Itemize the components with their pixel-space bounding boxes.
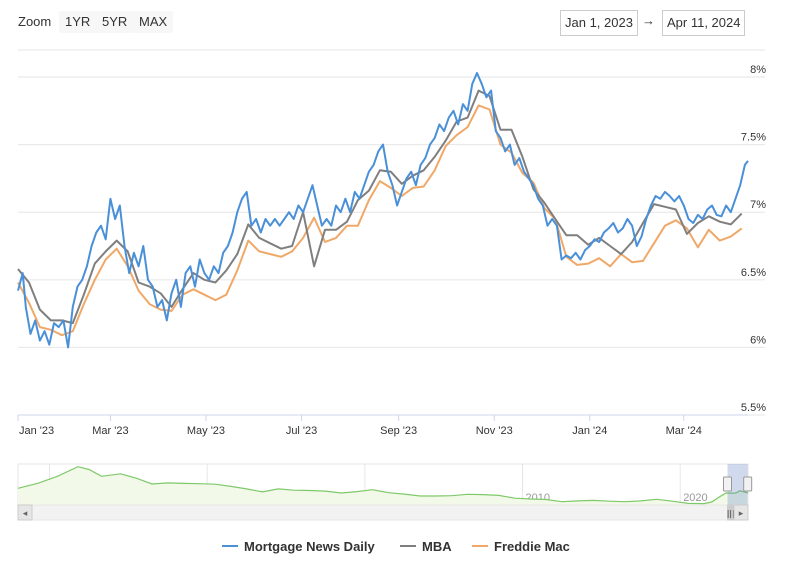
legend-item-mba[interactable]: MBA <box>400 534 452 558</box>
chart-legend: Mortgage News Daily MBA Freddie Mac <box>0 534 800 558</box>
x-tick-label: Nov '23 <box>476 425 513 437</box>
navigator-year-label: 2020 <box>683 492 707 504</box>
navigator-selection[interactable] <box>727 464 748 505</box>
series-line-freddie <box>17 104 743 337</box>
zoom-label: Zoom <box>18 14 52 29</box>
series-line-mnd <box>17 72 749 349</box>
chart-toolbar: Zoom 1YR 5YR MAX Jan 1, 2023 → Apr 11, 2… <box>0 10 800 38</box>
navigator-area <box>18 466 748 505</box>
range-arrow: → <box>642 13 655 28</box>
y-tick-label: 7.5% <box>741 132 766 144</box>
scroll-right-arrow-icon: ▸ <box>739 509 744 519</box>
x-axis: Jan '23 Mar '23 May '23 Jul '23 Sep '23 Nov '… <box>17 414 748 437</box>
y-tick-label: 6.5% <box>741 267 766 279</box>
legend-item-mnd[interactable]: Mortgage News Daily <box>222 534 375 558</box>
scroll-left-arrow-icon: ◂ <box>23 509 28 519</box>
navigator[interactable]: 19801990200020102020◂|||▸ <box>17 463 753 521</box>
legend-swatch-freddie <box>472 545 488 547</box>
x-tick-label: Jul '23 <box>286 425 317 437</box>
x-tick-label: Sep '23 <box>380 425 417 437</box>
navigator-scrollbar-track[interactable] <box>17 504 749 521</box>
y-tick-label: 7% <box>750 199 766 211</box>
series-lines <box>17 72 749 349</box>
navigator-series-line <box>17 466 749 505</box>
zoom-5yr-button[interactable]: 5YR <box>96 11 134 33</box>
series-line-mba <box>17 89 743 325</box>
zoom-max-button[interactable]: MAX <box>133 11 174 33</box>
x-tick-label: Mar '23 <box>92 425 128 437</box>
scrollbar-grip-icon: ||| <box>727 509 735 518</box>
x-tick-label: May '23 <box>187 425 225 437</box>
legend-swatch-mba <box>400 545 416 547</box>
x-tick-label: Jan '23 <box>19 425 54 437</box>
scrollbar-left-button[interactable] <box>17 504 33 521</box>
range-to-input[interactable]: Apr 11, 2024 <box>662 10 746 36</box>
legend-item-freddie[interactable]: Freddie Mac <box>472 534 570 558</box>
legend-label-mnd: Mortgage News Daily <box>244 538 375 554</box>
legend-swatch-mnd <box>222 545 238 547</box>
x-tick-label: Jan '24 <box>572 425 607 437</box>
y-tick-label: 5.5% <box>741 402 766 414</box>
range-from-input[interactable]: Jan 1, 2023 <box>560 10 638 36</box>
y-tick-label: 8% <box>750 64 766 76</box>
y-axis-ticks: 5.5% 6% 6.5% 7% 7.5% 8% <box>741 64 766 414</box>
scrollbar-right-button[interactable] <box>733 504 749 521</box>
zoom-1yr-button[interactable]: 1YR <box>59 11 97 33</box>
navigator-handle-left[interactable] <box>723 476 733 492</box>
grid-lines <box>18 49 765 416</box>
x-tick-label: Mar '24 <box>666 425 702 437</box>
legend-label-mba: MBA <box>422 538 452 554</box>
legend-label-freddie: Freddie Mac <box>494 538 570 554</box>
y-tick-label: 6% <box>750 334 766 346</box>
navigator-handle-right[interactable] <box>743 476 753 492</box>
